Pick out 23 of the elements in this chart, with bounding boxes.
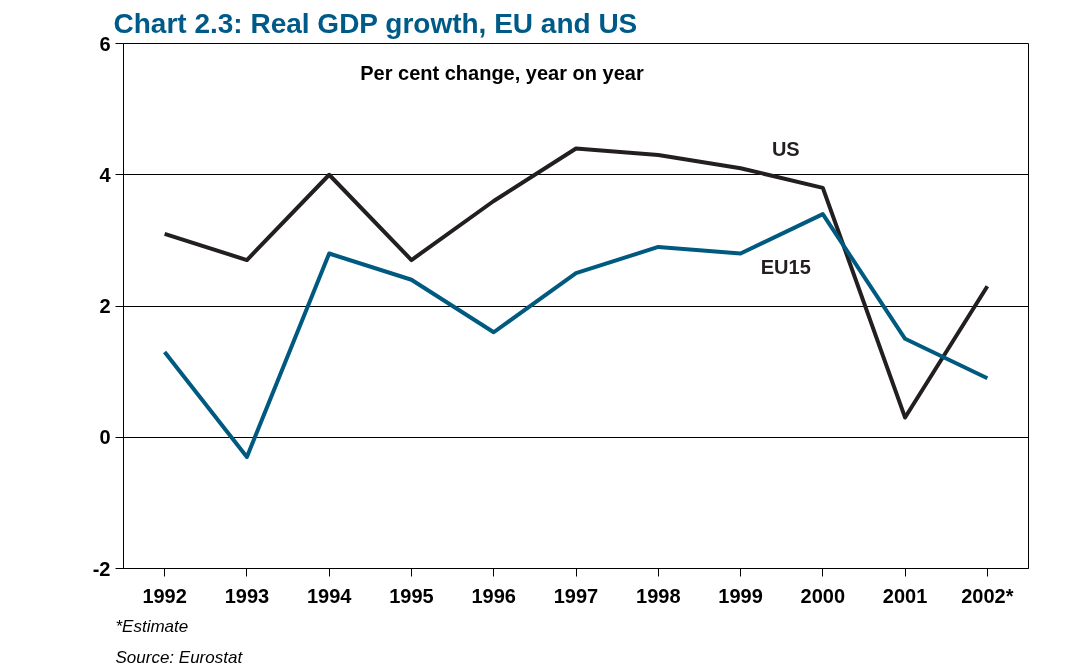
x-tick-label: 2000 bbox=[800, 584, 846, 607]
x-tick-label: 2002* bbox=[961, 584, 1014, 607]
text: *Estimate bbox=[115, 616, 189, 636]
text: Per cent change, year on year bbox=[360, 61, 644, 84]
source-note: Source: Eurostat bbox=[115, 647, 244, 667]
x-tick-label: 1998 bbox=[636, 584, 681, 607]
x-tick-label: 1995 bbox=[389, 584, 434, 607]
x-tick-label: 1996 bbox=[471, 584, 516, 607]
x-tick-label: 1999 bbox=[718, 584, 763, 607]
x-tick-label: 1993 bbox=[224, 584, 270, 607]
x-tick-label: 2001 bbox=[882, 584, 928, 607]
x-tick-label: 1994 bbox=[306, 584, 353, 607]
x-tick-label: 1997 bbox=[553, 584, 599, 607]
y-tick-label: 0 bbox=[99, 426, 111, 449]
chart-title: Chart 2.3: Real GDP growth, EU and US bbox=[113, 7, 638, 39]
y-tick-label: -2 bbox=[92, 557, 111, 580]
y-tick-label: 6 bbox=[99, 32, 111, 55]
line-series bbox=[162, 212, 990, 459]
series-label: US bbox=[771, 138, 800, 161]
y-tick-label: 4 bbox=[99, 163, 112, 186]
y-tick-label: 2 bbox=[99, 295, 111, 317]
x-tick-label: 1992 bbox=[142, 584, 187, 607]
series-label: EU15 bbox=[760, 255, 811, 278]
